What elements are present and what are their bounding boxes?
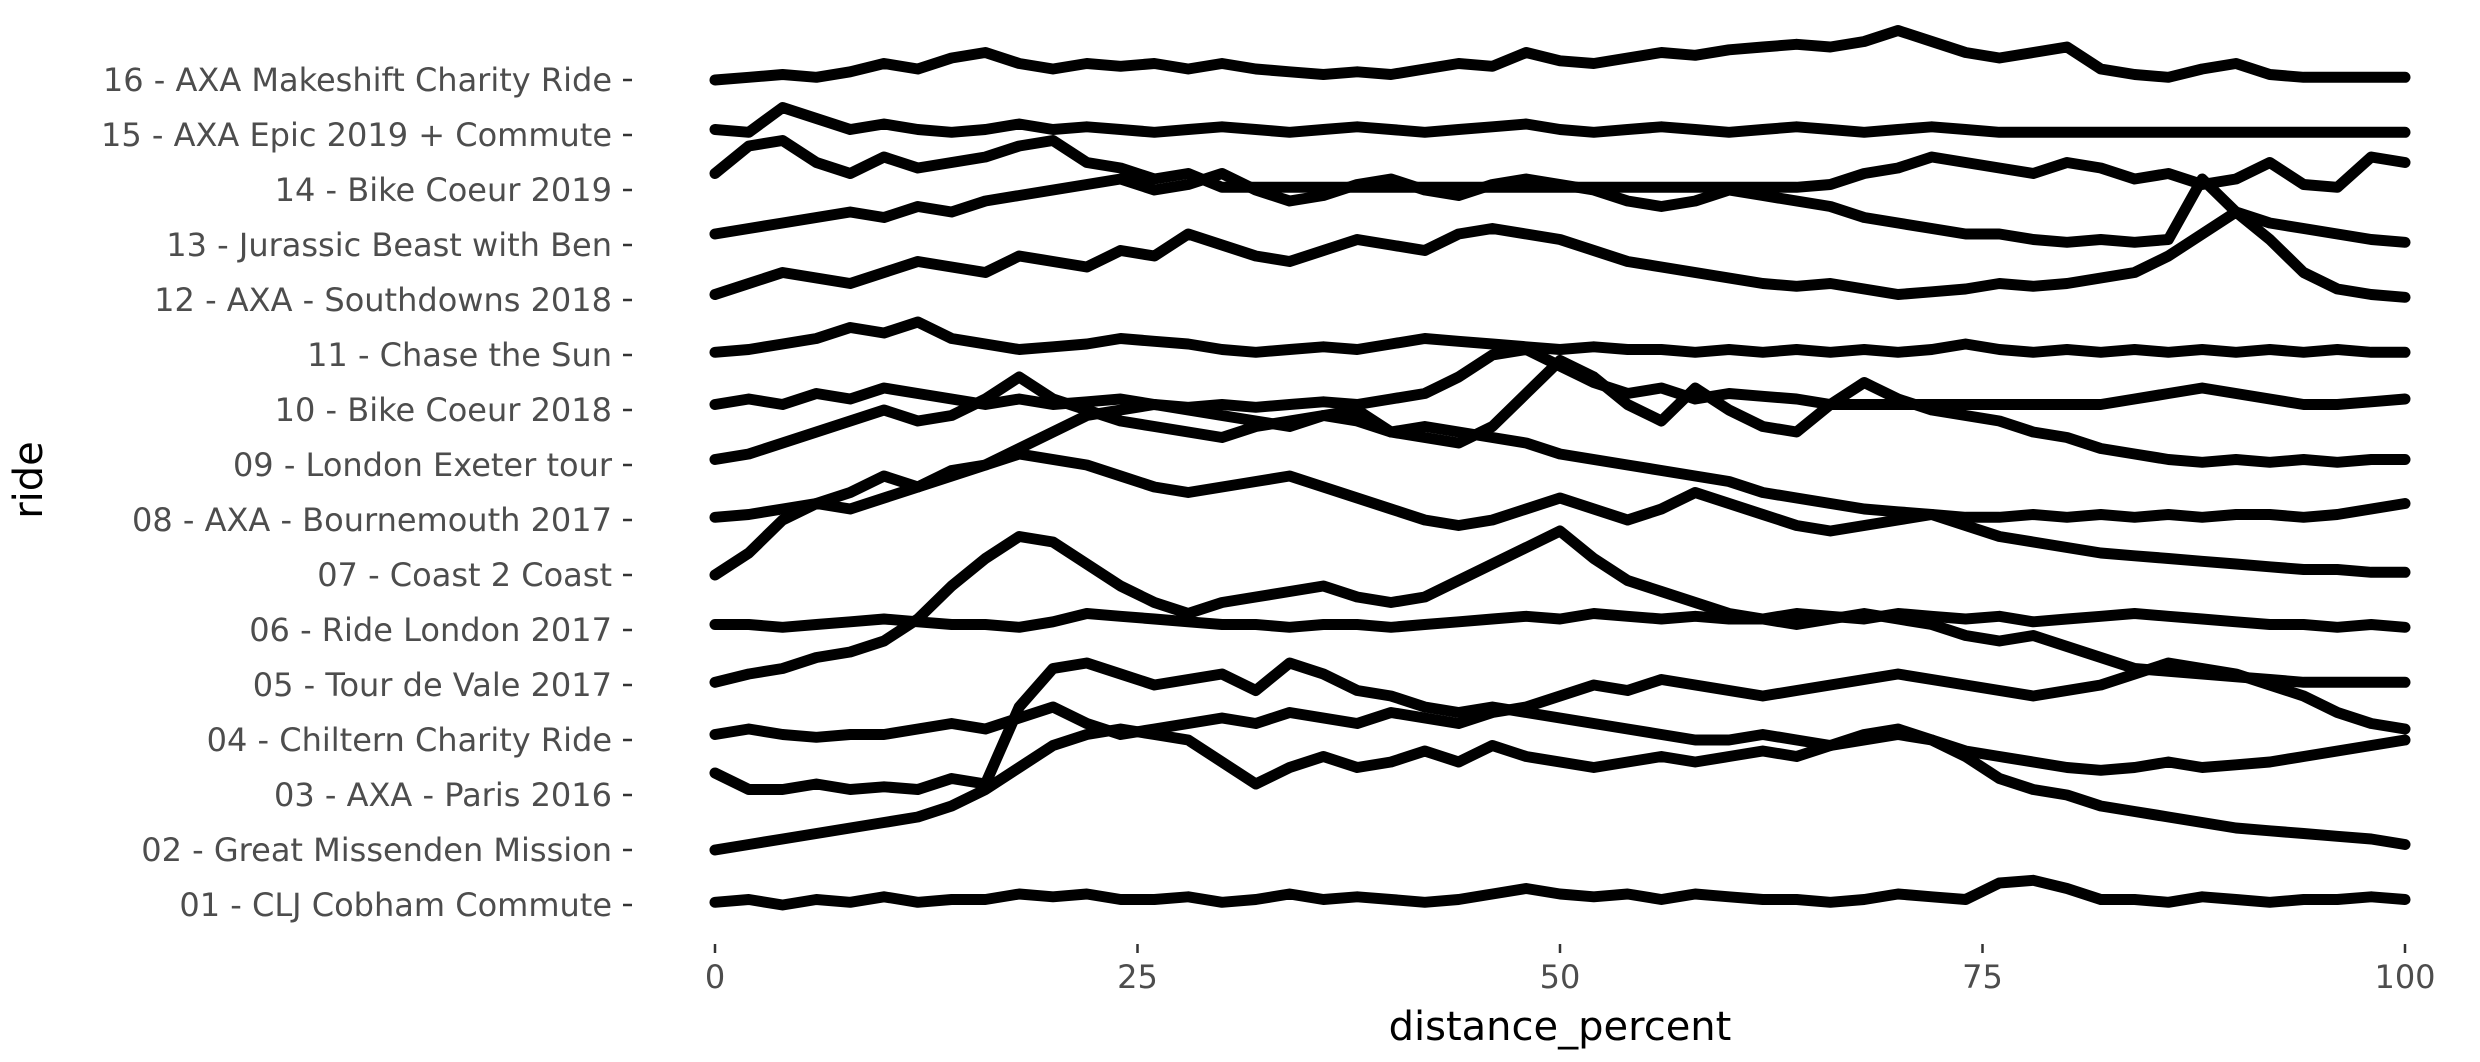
- ridge-line-2: [709, 723, 2411, 856]
- ridge-line-3: [709, 657, 2411, 795]
- y-tick-label: 02 - Great Missenden Mission: [141, 831, 612, 869]
- x-tick-label: 75: [1962, 958, 2003, 996]
- y-axis: 01 - CLJ Cobham Commute 02 - Great Missen…: [101, 61, 632, 924]
- y-tick-label: 03 - AXA - Paris 2016: [274, 776, 612, 814]
- x-axis: 0 25 50 75 100: [705, 944, 2436, 996]
- ridge-line-6: [709, 608, 2411, 633]
- ridge-line-4: [709, 657, 2411, 743]
- y-tick-label: 05 - Tour de Vale 2017: [253, 666, 612, 704]
- x-axis-title: distance_percent: [1389, 1004, 1732, 1050]
- ridge-line-5: [709, 525, 2411, 688]
- ridge-line-10: [709, 344, 2411, 413]
- ridge-line-15: [709, 102, 2411, 138]
- y-tick-label: 14 - Bike Coeur 2019: [275, 171, 612, 209]
- x-tick-label: 0: [705, 958, 725, 996]
- y-tick-label: 16 - AXA Makeshift Charity Ride: [103, 61, 612, 99]
- x-tick-label: 25: [1117, 958, 1158, 996]
- y-tick-label: 09 - London Exeter tour: [233, 446, 613, 484]
- y-tick-label: 13 - Jurassic Beast with Ben: [166, 226, 612, 264]
- x-tick-label: 50: [1540, 958, 1581, 996]
- ridge-line-1: [709, 874, 2411, 911]
- y-tick-label: 04 - Chiltern Charity Ride: [207, 721, 612, 759]
- y-tick-label: 15 - AXA Epic 2019 + Commute: [101, 116, 612, 154]
- y-tick-label: 07 - Coast 2 Coast: [317, 556, 612, 594]
- ridge-line-8: [709, 399, 2411, 523]
- ridge-line-9: [709, 355, 2411, 468]
- y-tick-label: 11 - Chase the Sun: [307, 336, 612, 374]
- y-tick-label: 10 - Bike Coeur 2018: [275, 391, 612, 429]
- y-tick-label: 08 - AXA - Bournemouth 2017: [132, 501, 612, 539]
- ridges-layer: [709, 25, 2411, 911]
- y-tick-label: 12 - AXA - Southdowns 2018: [154, 281, 612, 319]
- x-tick-label: 100: [2374, 958, 2435, 996]
- y-tick-label: 06 - Ride London 2017: [249, 611, 612, 649]
- ridge-line-12: [709, 206, 2411, 303]
- ridge-line-11: [709, 316, 2411, 358]
- ridge-line-16: [709, 25, 2411, 86]
- y-tick-label: 01 - CLJ Cobham Commute: [179, 886, 612, 924]
- ridge-line-14: [709, 135, 2411, 193]
- y-axis-title: ride: [6, 441, 52, 519]
